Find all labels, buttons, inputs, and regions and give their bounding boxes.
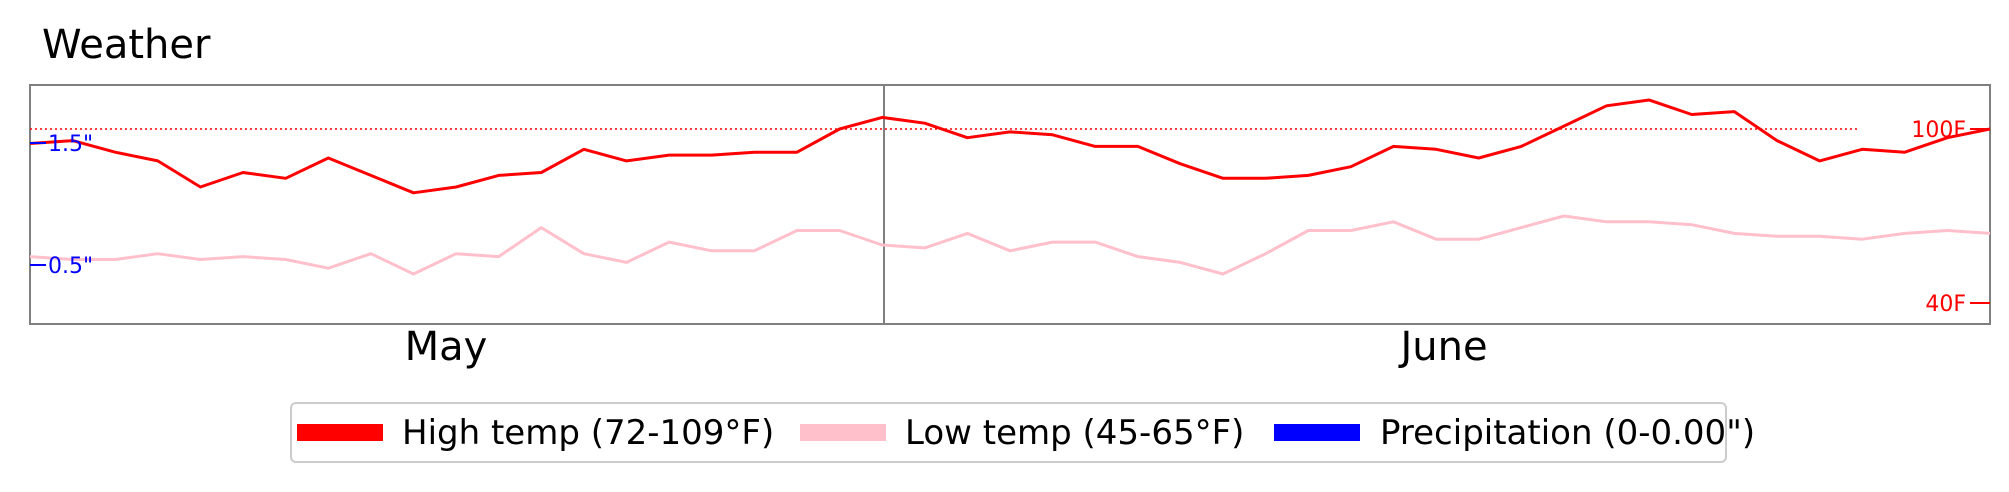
month-label-june: June <box>1397 324 1487 370</box>
legend-swatch-low-temp <box>800 424 886 441</box>
y-left-tick-label: 0.5" <box>48 254 93 279</box>
chart-title: Weather <box>42 22 211 68</box>
legend: High temp (72-109°F) Low temp (45-65°F) … <box>290 402 1755 463</box>
legend-swatch-high-temp <box>297 424 383 441</box>
month-label-may: May <box>405 324 488 370</box>
y-left-tick-label: 1.5" <box>48 132 93 157</box>
legend-label-precipitation: Precipitation (0-0.00") <box>1380 413 1755 453</box>
series-layer <box>29 98 1991 276</box>
series-line-low-temp <box>29 214 1991 276</box>
legend-swatch-precipitation <box>1274 424 1360 441</box>
y-right-tick-label: 100F <box>1911 118 1966 143</box>
legend-box <box>290 402 1727 463</box>
series-line-high-temp <box>29 98 1991 195</box>
plot-frame <box>29 84 1991 325</box>
legend-label-high-temp: High temp (72-109°F) <box>402 413 774 453</box>
y-right-tick-label: 40F <box>1925 292 1966 317</box>
legend-label-low-temp: Low temp (45-65°F) <box>905 413 1244 453</box>
